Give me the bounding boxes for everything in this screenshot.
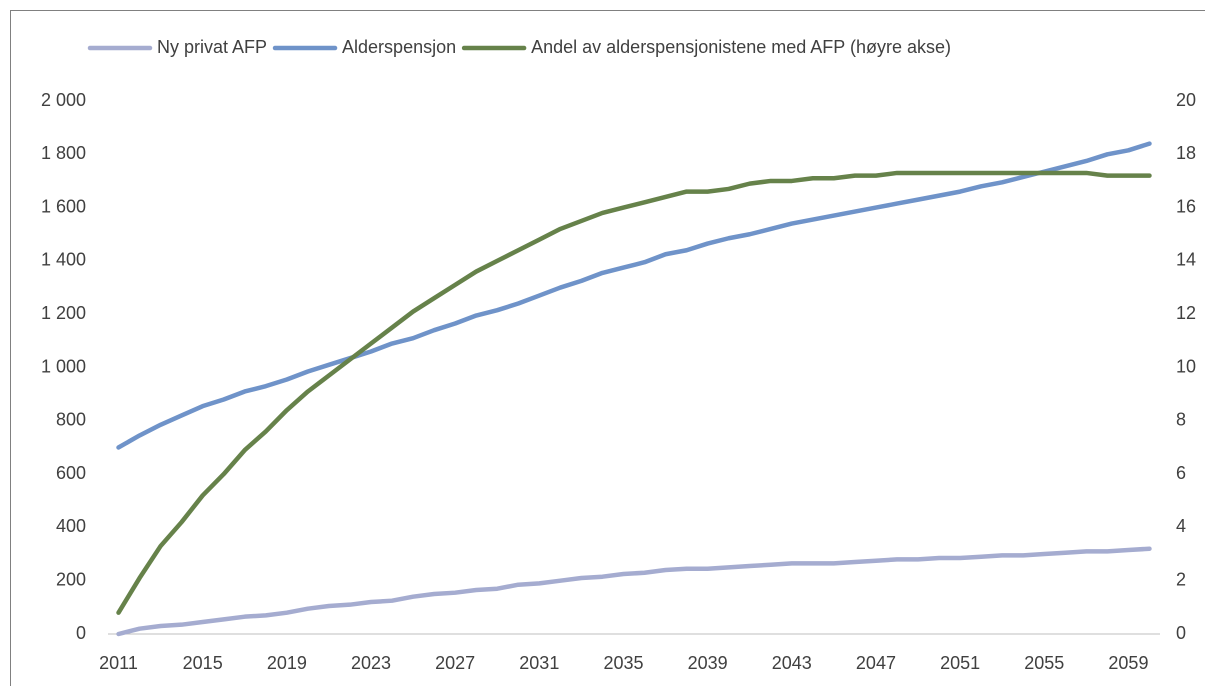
y2-tick-label: 12: [1176, 303, 1196, 323]
y-tick-label: 0: [76, 623, 86, 643]
y2-tick-label: 6: [1176, 463, 1186, 483]
x-tick-label: 2031: [519, 653, 559, 673]
y2-tick-label: 2: [1176, 569, 1186, 589]
series-line: [116, 170, 1152, 615]
y-tick-label: 600: [56, 463, 86, 483]
x-tick-label: 2011: [99, 653, 138, 673]
x-tick-label: 2047: [856, 653, 896, 673]
y2-tick-label: 10: [1176, 356, 1196, 376]
y2-tick-label: 0: [1176, 623, 1186, 643]
y2-tick-label: 20: [1176, 90, 1196, 110]
y-tick-label: 1 600: [41, 196, 86, 216]
x-tick-label: 2055: [1024, 653, 1064, 673]
y-tick-label: 1 400: [41, 250, 86, 270]
legend-label: Andel av alderspensjonistene med AFP (hø…: [531, 37, 951, 57]
x-tick-label: 2023: [351, 653, 391, 673]
legend-label: Ny privat AFP: [157, 37, 267, 57]
x-tick-label: 2019: [267, 653, 307, 673]
x-tick-label: 2015: [183, 653, 223, 673]
y-tick-label: 2 000: [41, 90, 86, 110]
y-tick-label: 1 000: [41, 356, 86, 376]
x-tick-label: 2043: [772, 653, 812, 673]
y-tick-label: 1 800: [41, 143, 86, 163]
series-line: [116, 141, 1152, 450]
y-tick-label: 1 200: [41, 303, 86, 323]
x-tick-label: 2051: [940, 653, 980, 673]
y2-tick-label: 14: [1176, 250, 1196, 270]
y-tick-label: 400: [56, 516, 86, 536]
y-tick-label: 800: [56, 410, 86, 430]
x-tick-label: 2039: [688, 653, 728, 673]
series-line: [116, 546, 1152, 637]
y2-tick-label: 8: [1176, 410, 1186, 430]
y-tick-label: 200: [56, 569, 86, 589]
x-tick-label: 2035: [603, 653, 643, 673]
y2-tick-label: 4: [1176, 516, 1186, 536]
x-tick-label: 2027: [435, 653, 475, 673]
x-tick-label: 2059: [1108, 653, 1148, 673]
legend-label: Alderspensjon: [342, 37, 456, 57]
y2-tick-label: 16: [1176, 196, 1196, 216]
chart-border: [10, 10, 1205, 686]
y2-tick-label: 18: [1176, 143, 1196, 163]
